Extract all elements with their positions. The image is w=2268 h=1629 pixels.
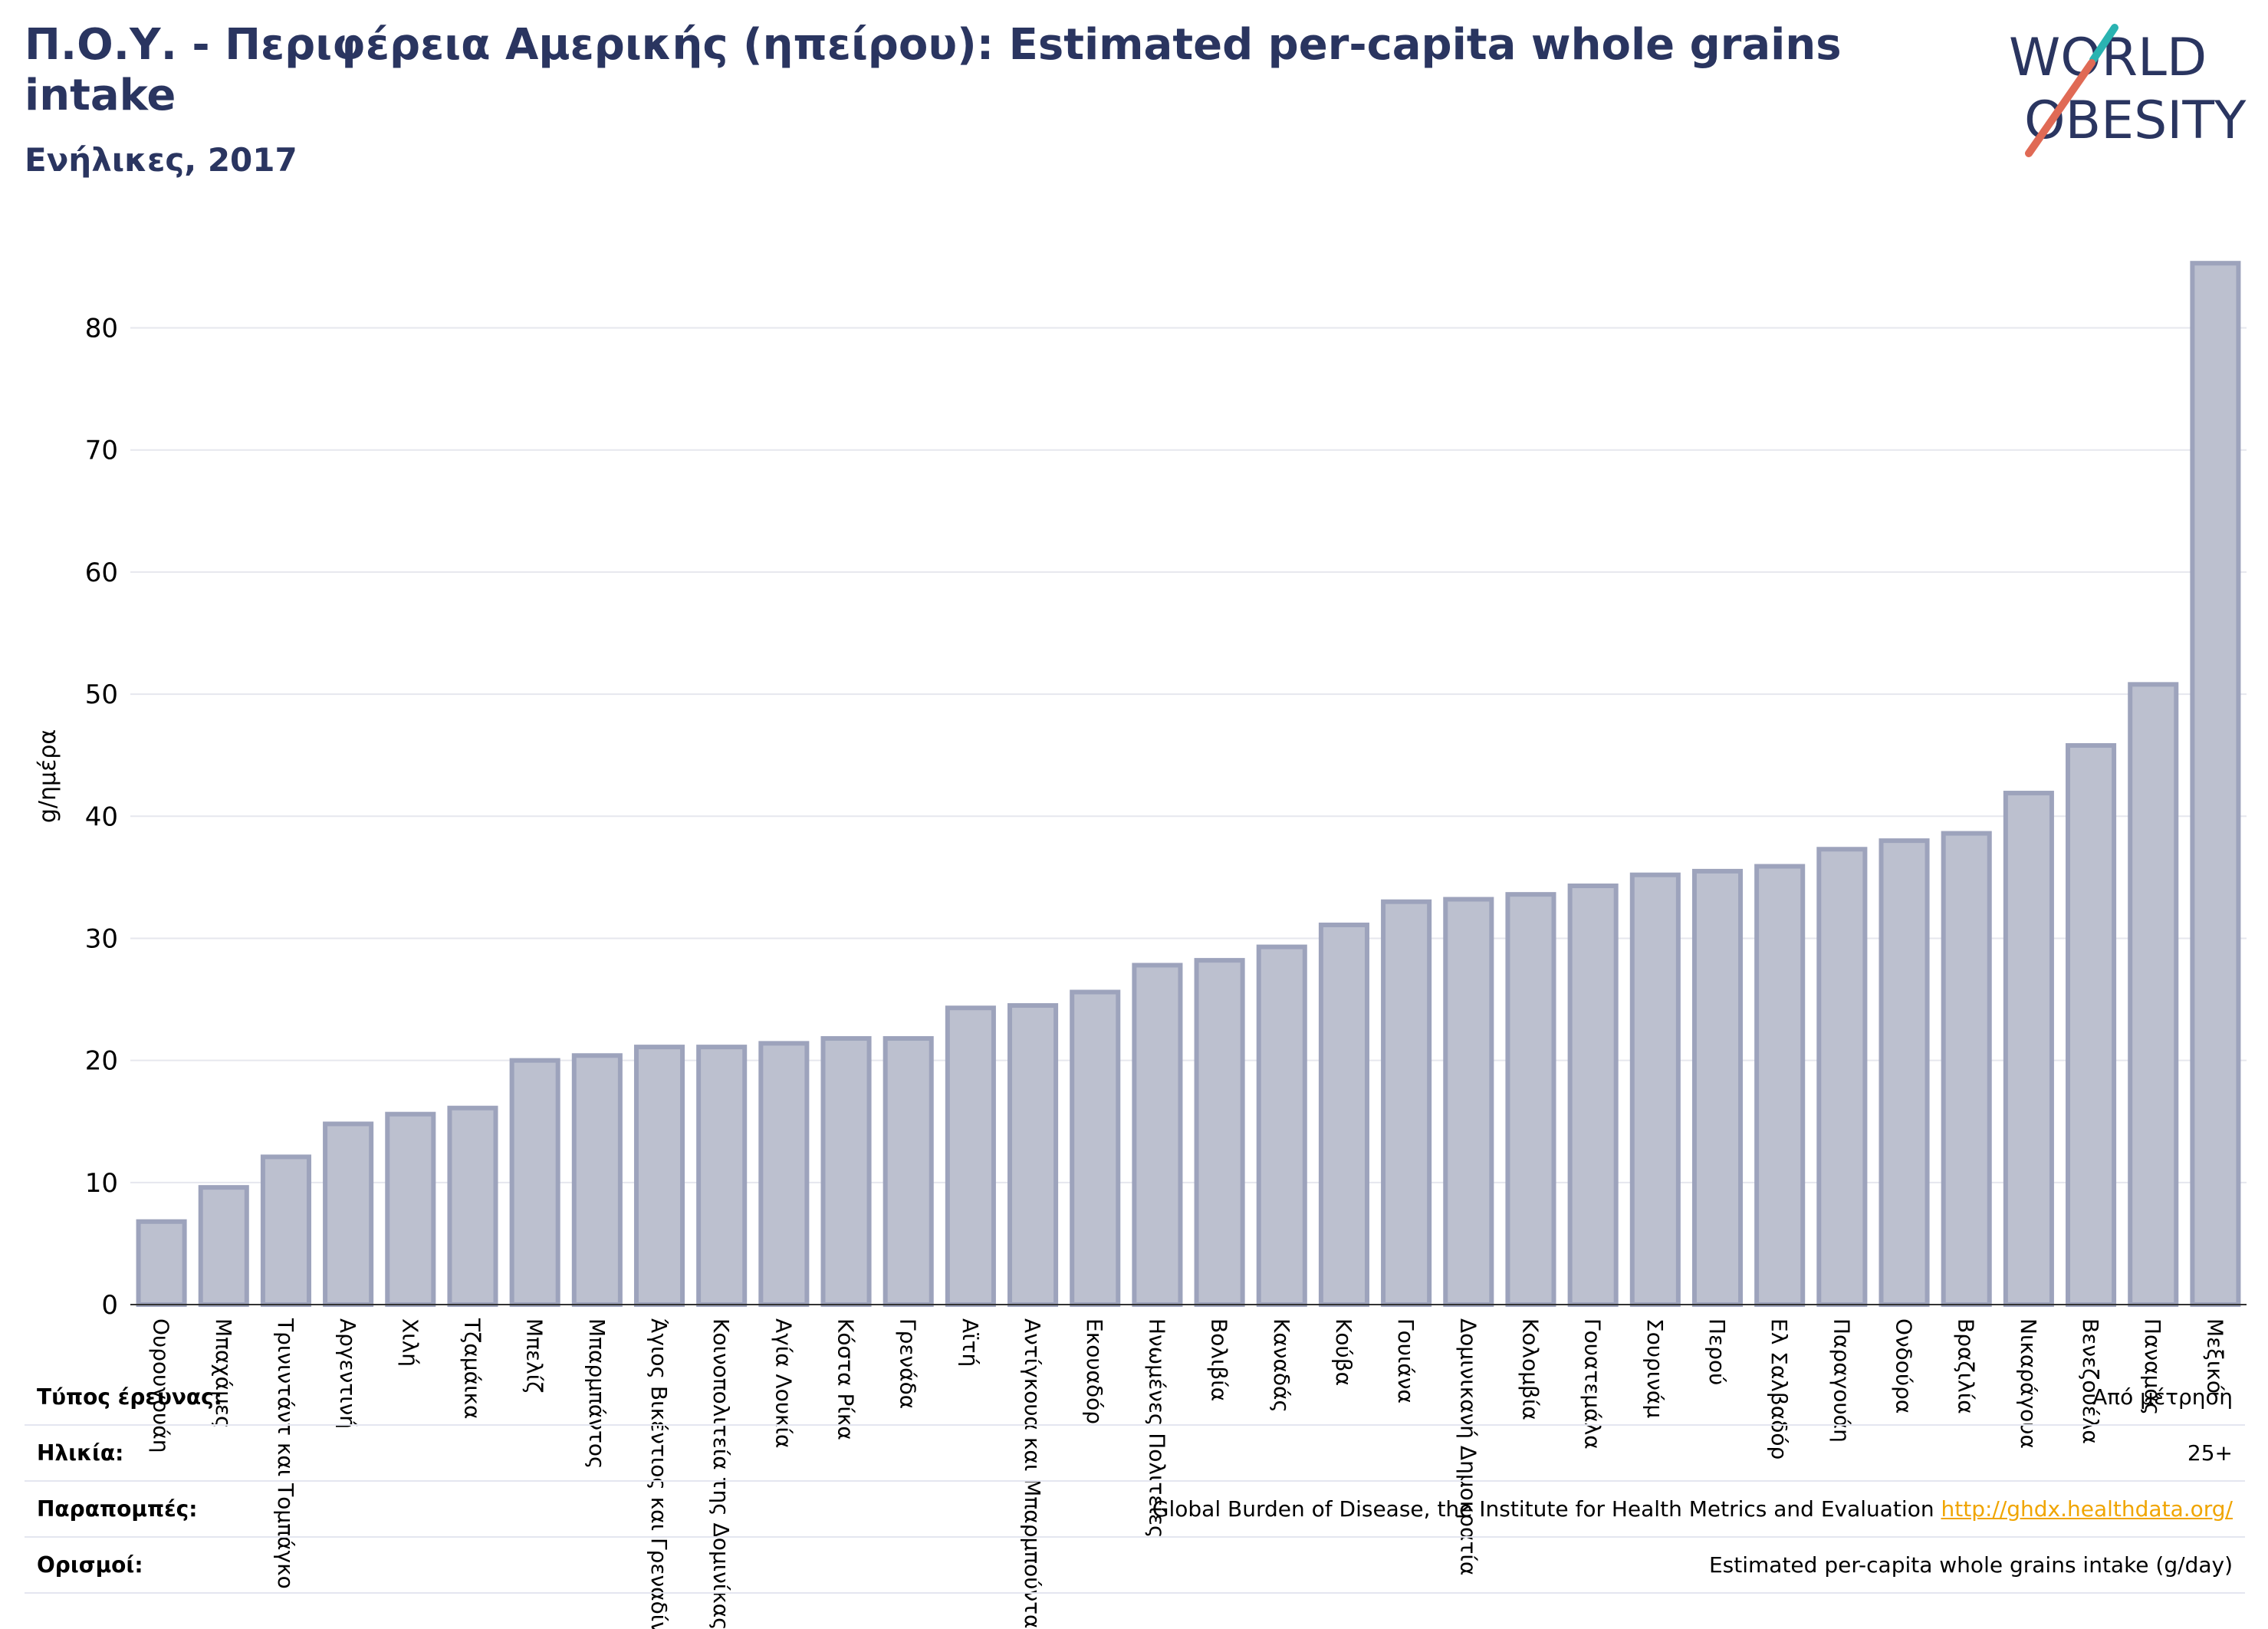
page-title: Π.Ο.Υ. - Περιφέρεια Αμερικής (ηπείρου): …: [25, 20, 1842, 120]
info-value: Global Burden of Disease, the Institute …: [325, 1481, 2245, 1538]
info-label: Τύπος έρευνας:: [25, 1370, 325, 1426]
bar[interactable]: [509, 1058, 560, 1308]
info-label: Ηλικία:: [25, 1425, 325, 1482]
info-value: Estimated per-capita whole grains intake…: [325, 1537, 2245, 1594]
y-tick-label: 20: [85, 1046, 118, 1077]
info-value: 25+: [325, 1425, 2245, 1482]
y-tick-label: 10: [85, 1168, 118, 1199]
info-table: Τύπος έρευνας: Από μέτρηση Ηλικία: 25+ Π…: [25, 1370, 2245, 1594]
y-tick-label: 50: [85, 680, 118, 710]
info-row-references: Παραπομπές: Global Burden of Disease, th…: [25, 1481, 2245, 1538]
bar[interactable]: [1754, 864, 1806, 1307]
bar[interactable]: [1941, 831, 1992, 1307]
bar[interactable]: [2190, 261, 2241, 1308]
bar[interactable]: [758, 1041, 810, 1307]
y-tick-label: 80: [85, 314, 118, 344]
y-tick-label: 70: [85, 436, 118, 466]
bar[interactable]: [1070, 989, 1121, 1307]
bar[interactable]: [136, 1219, 187, 1307]
y-tick-label: 60: [85, 558, 118, 588]
bar[interactable]: [198, 1185, 249, 1307]
bar[interactable]: [260, 1154, 311, 1307]
bar[interactable]: [1878, 838, 1930, 1307]
bar[interactable]: [2128, 682, 2179, 1307]
bar[interactable]: [385, 1111, 436, 1308]
grid-lines: [130, 327, 2247, 1183]
y-tick-label: 40: [85, 801, 118, 832]
bar[interactable]: [1132, 963, 1183, 1308]
bar[interactable]: [1318, 922, 1369, 1307]
bar[interactable]: [883, 1035, 934, 1307]
bar[interactable]: [447, 1105, 498, 1307]
y-tick-label: 0: [101, 1290, 118, 1321]
x-tick-label: Χιλή: [397, 1318, 422, 1367]
y-axis-ticks: 0 10 20 30 40 50 60 70 80: [85, 314, 118, 1321]
logo-slash-red: [2025, 59, 2095, 157]
bar[interactable]: [1381, 899, 1432, 1307]
info-row-age: Ηλικία: 25+: [25, 1425, 2245, 1482]
page-subtitle: Ενήλικες, 2017: [25, 141, 297, 179]
bar[interactable]: [571, 1053, 623, 1307]
reference-text: Global Burden of Disease, the Institute …: [1152, 1496, 1934, 1522]
info-label: Ορισμοί:: [25, 1537, 325, 1594]
logo-slash-teal: [2089, 24, 2118, 64]
info-value: Από μέτρηση: [325, 1370, 2245, 1426]
bar[interactable]: [945, 1005, 996, 1307]
x-tick-label: Αϊτή: [958, 1318, 983, 1367]
bar[interactable]: [696, 1045, 748, 1307]
bar[interactable]: [1816, 847, 1868, 1307]
bar[interactable]: [1443, 897, 1494, 1308]
bar[interactable]: [323, 1121, 374, 1308]
bar[interactable]: [1691, 868, 1744, 1307]
bar[interactable]: [1256, 944, 1307, 1308]
world-obesity-logo[interactable]: WORLD OBESITY: [2001, 23, 2254, 161]
info-row-survey-type: Τύπος έρευνας: Από μέτρηση: [25, 1370, 2245, 1426]
bar[interactable]: [1629, 872, 1681, 1307]
bar[interactable]: [1194, 958, 1245, 1307]
y-tick-label: 30: [85, 923, 118, 954]
bar[interactable]: [633, 1045, 685, 1307]
info-label: Παραπομπές:: [25, 1481, 325, 1538]
bar[interactable]: [1007, 1003, 1059, 1307]
bar[interactable]: [820, 1035, 872, 1307]
info-row-definitions: Ορισμοί: Estimated per-capita whole grai…: [25, 1537, 2245, 1594]
y-axis-label: g/ημέρα: [35, 729, 61, 823]
reference-link[interactable]: http://ghdx.healthdata.org/: [1941, 1496, 2233, 1522]
bar[interactable]: [2066, 742, 2117, 1307]
bar[interactable]: [1567, 884, 1619, 1307]
bar[interactable]: [2003, 791, 2054, 1307]
bar[interactable]: [1505, 892, 1556, 1307]
